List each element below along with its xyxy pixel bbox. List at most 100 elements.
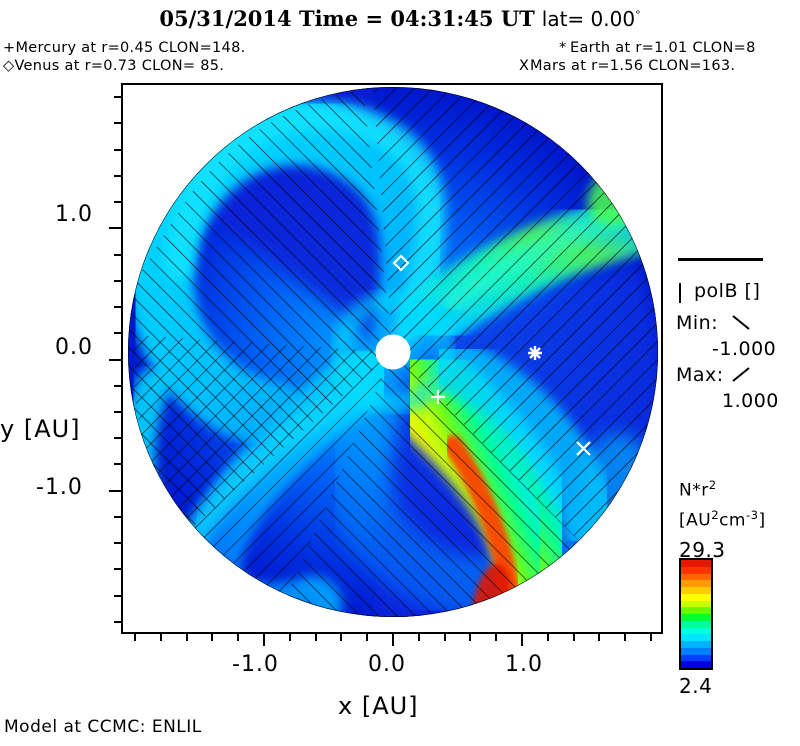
page-title: 05/31/2014 Time = 04:31:45 UT lat= 0.00° (0, 6, 800, 31)
x-tick (211, 634, 213, 641)
ytick-label-zero: 0.0 (55, 335, 93, 360)
units-mid: cm (719, 510, 746, 531)
x-tick (134, 634, 136, 641)
backslash-icon (732, 315, 750, 330)
solar-wind-disk (123, 85, 661, 632)
x-tick (495, 634, 497, 641)
x-tick (315, 634, 317, 641)
footer-credit: Model at CCMC: ENLIL (4, 717, 202, 737)
annotation-mars: XMars at r=1.56 CLON=163. (519, 58, 735, 74)
annotation-earth-text: Earth at r=1.01 CLON=8 (570, 40, 756, 56)
annotation-venus: ◇Venus at r=0.73 CLON= 85. (3, 58, 224, 74)
xtick-label-pos1: 1.0 (505, 652, 543, 677)
y-tick (114, 175, 121, 177)
y-tick (114, 385, 121, 387)
annotation-mars-text: Mars at r=1.56 CLON=163. (530, 58, 736, 74)
colorbar-band-4 (681, 587, 711, 594)
colorbar-band-2 (681, 573, 711, 581)
colorbar-band-5 (681, 593, 711, 601)
units-exponent-1: 2 (711, 508, 720, 522)
x-tick (598, 634, 600, 641)
units-prefix: [AU (679, 510, 712, 531)
legend-panel: polB [] Min: -1.000 Max: 1.000 N*r2 [AU2… (670, 250, 800, 710)
colorbar-band-7 (681, 607, 711, 614)
ytick-label-pos1: 1.0 (55, 202, 93, 227)
x-tick (289, 634, 291, 641)
x-axis-title: x [AU] (338, 692, 419, 720)
colorbar-min-value: 2.4 (679, 674, 713, 698)
plot-area (121, 83, 663, 634)
x-tick (469, 634, 471, 641)
colorbar-band-0 (681, 560, 711, 567)
colorbar-band-12 (681, 641, 711, 648)
units-suffix: ] (758, 510, 766, 531)
y-tick (109, 490, 121, 492)
x-tick (392, 634, 394, 646)
x-tick (263, 634, 265, 646)
x-tick (366, 634, 368, 641)
colorbar-band-14 (681, 654, 711, 662)
mercury-marker (431, 390, 445, 404)
y-tick (114, 306, 121, 308)
colorbar-band-3 (681, 580, 711, 587)
polarity-min-value: -1.000 (712, 338, 777, 360)
y-tick (109, 359, 121, 361)
colorbar-band-8 (681, 614, 711, 621)
mercury-symbol-icon: + (3, 40, 16, 56)
x-tick (573, 634, 575, 641)
sun-marker (375, 334, 411, 370)
annotation-mercury: +Mercury at r=0.45 CLON=148. (3, 40, 246, 56)
y-tick (114, 96, 121, 98)
mars-symbol-icon: X (519, 58, 530, 74)
polarity-max-value: 1.000 (722, 390, 779, 412)
y-tick (114, 437, 121, 439)
colorbar-quantity-exponent: 2 (708, 478, 717, 492)
x-tick (237, 634, 239, 641)
title-latitude-text: lat= 0.00 (541, 7, 636, 31)
forwardslash-icon (732, 367, 750, 382)
x-tick (547, 634, 549, 641)
earth-marker (528, 346, 542, 360)
planet-markers (392, 254, 591, 456)
polarity-min-label: Min: (676, 312, 719, 334)
colorbar-quantity-text: N*r (679, 480, 709, 501)
colorbar-quantity-label: N*r2 (679, 478, 717, 501)
polarity-legend-title: polB [] (694, 280, 761, 302)
venus-symbol-icon: ◇ (3, 58, 15, 74)
ytick-label-neg1: -1.0 (36, 475, 83, 500)
x-tick (650, 634, 652, 641)
units-exponent-2: -3 (746, 508, 759, 522)
y-tick (114, 595, 121, 597)
y-tick (114, 280, 121, 282)
title-datetime: 05/31/2014 Time = 04:31:45 UT (159, 6, 535, 31)
venus-marker (392, 254, 410, 272)
annotation-earth: * Earth at r=1.01 CLON=8 (559, 40, 756, 56)
title-latitude: lat= 0.00° (542, 7, 641, 31)
colorbar-band-1 (681, 566, 711, 574)
colorbar-band-13 (681, 647, 711, 655)
y-tick (114, 149, 121, 151)
xtick-label-neg1: -1.0 (232, 652, 279, 677)
colorbar (679, 558, 713, 670)
degree-symbol-icon: ° (635, 8, 641, 22)
legend-divider (678, 258, 763, 261)
y-tick (114, 568, 121, 570)
annotation-mercury-text: Mercury at r=0.45 CLON=148. (15, 40, 246, 56)
x-tick (521, 634, 523, 646)
x-tick (160, 634, 162, 641)
y-tick (114, 621, 121, 623)
colorbar-band-15 (681, 661, 711, 668)
y-tick (114, 463, 121, 465)
colorbar-units-label: [AU2cm-3] (679, 508, 766, 531)
xtick-label-zero: 0.0 (368, 652, 406, 677)
x-tick (444, 634, 446, 641)
y-tick (114, 201, 121, 203)
enlil-density-map (128, 87, 658, 617)
colorbar-band-11 (681, 634, 711, 641)
x-tick (340, 634, 342, 641)
y-tick (114, 332, 121, 334)
colorbar-band-9 (681, 620, 711, 628)
y-tick (114, 122, 121, 124)
annotation-venus-text: Venus at r=0.73 CLON= 85. (14, 58, 225, 74)
polarity-bar-icon (679, 283, 681, 303)
